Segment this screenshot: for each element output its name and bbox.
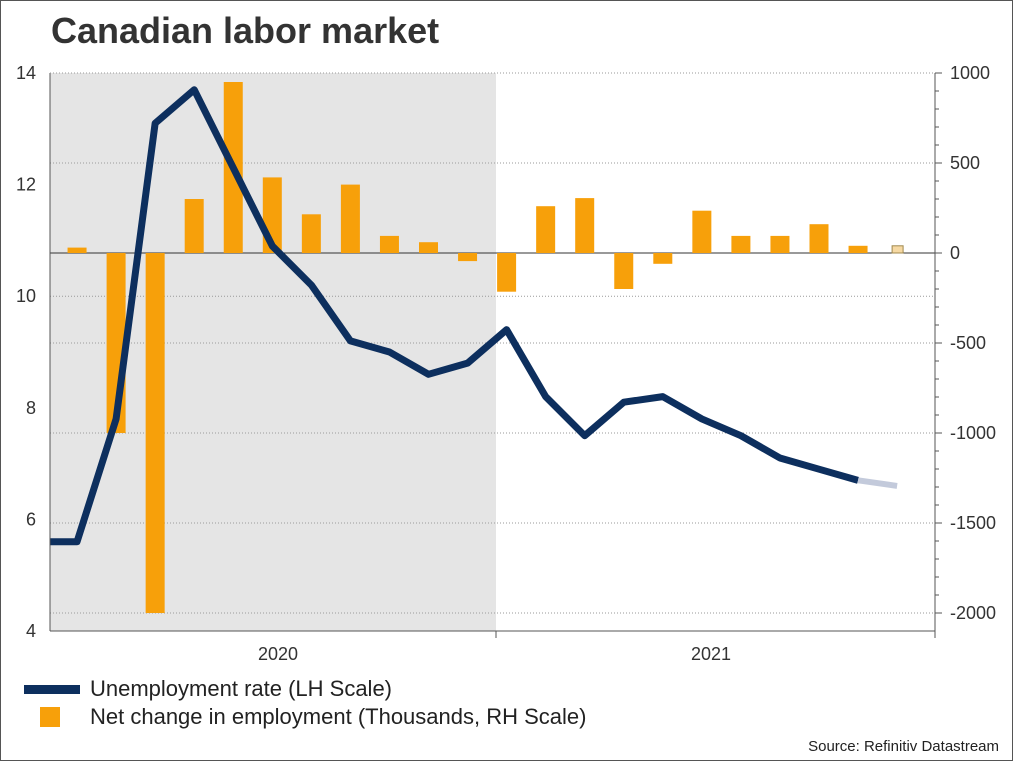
employment-bar bbox=[731, 235, 751, 253]
employment-bar bbox=[340, 184, 360, 253]
legend-bar-swatch bbox=[40, 707, 60, 727]
right-tick-label: -1000 bbox=[950, 423, 996, 443]
chart-title: Canadian labor market bbox=[51, 10, 440, 51]
unemployment-line-estimate bbox=[857, 477, 898, 489]
right-tick-label: 500 bbox=[950, 153, 980, 173]
legend-line-label: Unemployment rate (LH Scale) bbox=[90, 676, 393, 701]
employment-bar bbox=[67, 247, 87, 253]
left-tick-label: 8 bbox=[26, 398, 36, 418]
left-tick-label: 4 bbox=[26, 621, 36, 641]
left-tick-label: 12 bbox=[16, 175, 36, 195]
right-tick-label: -2000 bbox=[950, 603, 996, 623]
left-tick-label: 6 bbox=[26, 509, 36, 529]
legend-line-swatch bbox=[24, 684, 80, 694]
employment-bar bbox=[145, 253, 165, 613]
employment-bar bbox=[301, 214, 321, 253]
legend-item-unemployment: Unemployment rate (LH Scale) bbox=[24, 676, 392, 702]
right-tick-label: 0 bbox=[950, 243, 960, 263]
employment-bar bbox=[536, 206, 556, 253]
employment-bar bbox=[419, 242, 438, 253]
unemployment-line bbox=[50, 86, 860, 546]
employment-bar bbox=[458, 253, 478, 262]
employment-bar bbox=[184, 199, 204, 253]
employment-bar bbox=[379, 235, 399, 253]
x-period-label: 2020 bbox=[258, 644, 298, 664]
employment-bar bbox=[575, 198, 595, 253]
employment-bar bbox=[653, 253, 673, 264]
employment-bar bbox=[848, 245, 868, 253]
x-period-label: 2021 bbox=[691, 644, 731, 664]
right-tick-label: -1500 bbox=[950, 513, 996, 533]
legend-bar-label: Net change in employment (Thousands, RH … bbox=[90, 704, 587, 729]
employment-bar bbox=[614, 253, 634, 289]
employment-bar bbox=[770, 235, 790, 253]
employment-bar bbox=[497, 253, 517, 292]
employment-bar bbox=[692, 210, 712, 253]
employment-bar bbox=[809, 224, 829, 253]
left-tick-label: 14 bbox=[16, 63, 36, 83]
left-tick-label: 10 bbox=[16, 286, 36, 306]
source-note: Source: Refinitiv Datastream bbox=[808, 738, 999, 755]
right-tick-label: 1000 bbox=[950, 63, 990, 83]
employment-bar-latest bbox=[891, 245, 904, 254]
right-tick-label: -500 bbox=[950, 333, 986, 353]
legend-item-employment-change: Net change in employment (Thousands, RH … bbox=[24, 704, 586, 730]
